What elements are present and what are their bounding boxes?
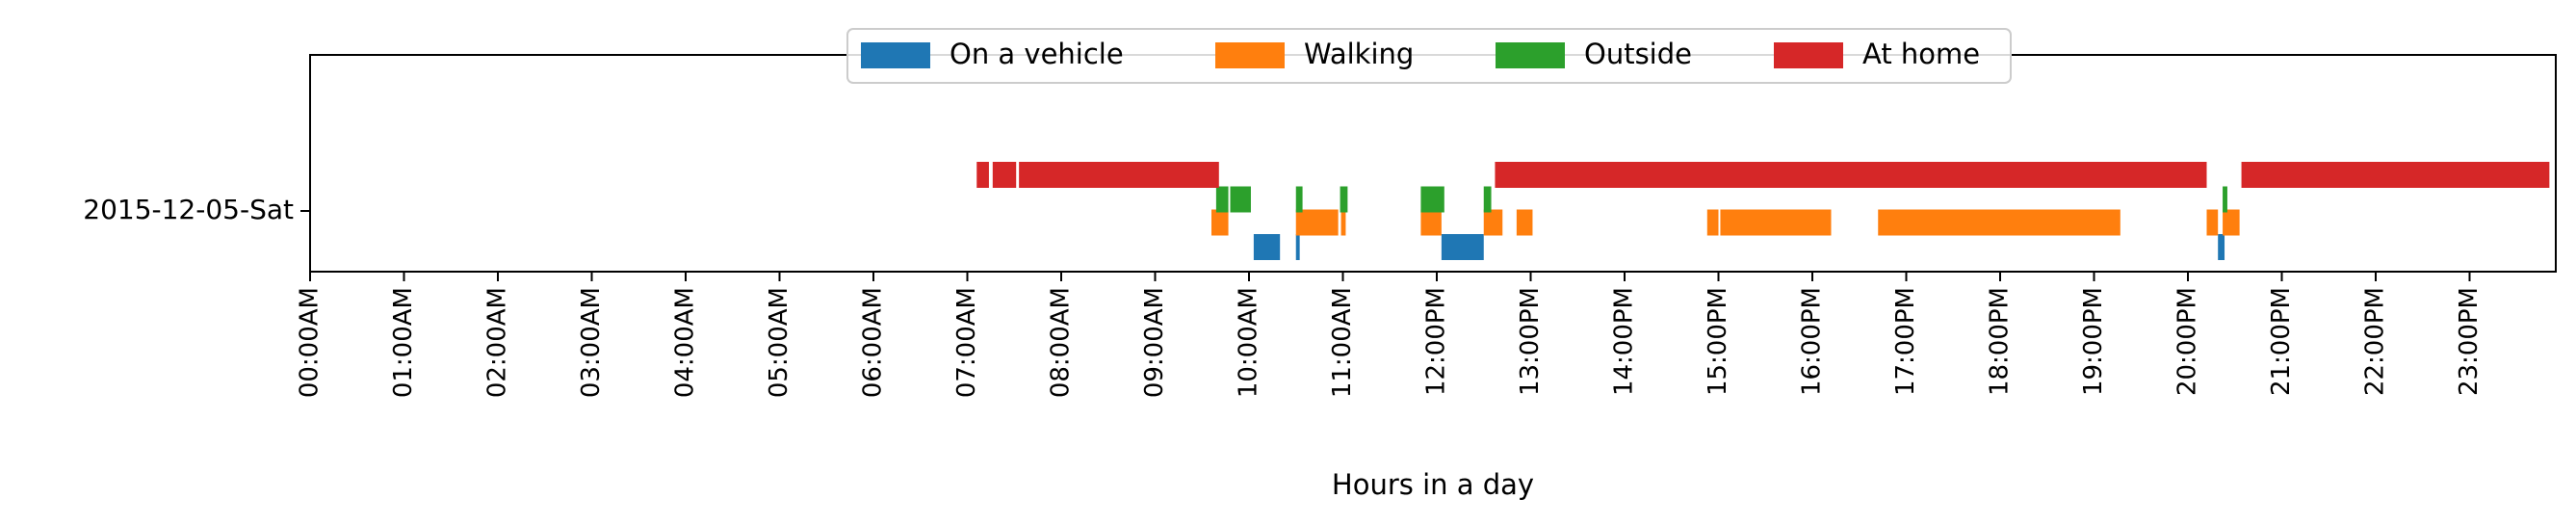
bar-outside — [1230, 186, 1251, 213]
x-tick-label: 21:00PM — [2267, 287, 2296, 396]
legend-label: Walking — [1304, 38, 1414, 70]
bar-walking — [1720, 209, 1832, 236]
x-tick-label: 07:00AM — [952, 287, 981, 398]
legend-label: On a vehicle — [950, 38, 1124, 70]
x-axis: 00:00AM 01:00AM 02:00AM 03:00AM 04:00AM 05:00… — [296, 272, 2484, 398]
x-tick-label: 01:00AM — [389, 287, 418, 398]
bar-walking — [1483, 209, 1503, 236]
legend-swatch-on-a-vehicle — [861, 42, 930, 68]
x-tick-label: 19:00PM — [2079, 287, 2108, 396]
bar-outside — [1340, 186, 1348, 213]
bar-walking — [2206, 209, 2219, 236]
y-tick-label: 2015-12-05-Sat — [83, 194, 294, 225]
x-tick-label: 03:00AM — [577, 287, 606, 398]
bar-at-home — [976, 162, 989, 188]
x-tick-label: 14:00PM — [1610, 287, 1639, 396]
y-axis: 2015-12-05-Sat — [83, 194, 310, 225]
x-tick-label: 18:00PM — [1986, 287, 2015, 396]
bar-walking — [1878, 209, 2121, 236]
legend-label: Outside — [1584, 38, 1692, 70]
bar-at-home — [1019, 162, 1219, 188]
legend-swatch-walking — [1215, 42, 1285, 68]
bar-outside — [1215, 186, 1229, 213]
bars-layer — [976, 162, 2550, 260]
x-tick-label: 16:00PM — [1798, 287, 1827, 396]
bar-at-home — [992, 162, 1017, 188]
bar-on-a-vehicle — [1253, 234, 1281, 260]
bar-walking — [1516, 209, 1533, 236]
bar-outside — [2223, 186, 2227, 213]
x-tick-label: 15:00PM — [1704, 287, 1732, 396]
x-tick-label: 05:00AM — [765, 287, 794, 398]
x-tick-label: 11:00AM — [1328, 287, 1357, 398]
bar-on-a-vehicle — [1295, 234, 1300, 260]
bar-outside — [1420, 186, 1444, 213]
x-tick-label: 06:00AM — [859, 287, 888, 398]
x-tick-label: 12:00PM — [1422, 287, 1451, 396]
bar-at-home — [2241, 162, 2550, 188]
x-tick-label: 04:00AM — [671, 287, 700, 398]
legend-label: At home — [1862, 38, 1980, 70]
x-tick-label: 09:00AM — [1140, 287, 1169, 398]
x-tick-label: 20:00PM — [2173, 287, 2202, 396]
x-tick-label: 17:00PM — [1891, 287, 1920, 396]
x-tick-label: 00:00AM — [296, 287, 325, 398]
bar-on-a-vehicle — [1441, 234, 1484, 260]
x-tick-label: 02:00AM — [483, 287, 512, 398]
bar-on-a-vehicle — [2218, 234, 2225, 260]
x-tick-label: 08:00AM — [1047, 287, 1076, 398]
bar-at-home — [1495, 162, 2207, 188]
bar-walking — [1295, 209, 1339, 236]
legend-swatch-at-home — [1774, 42, 1843, 68]
x-tick-label: 10:00AM — [1235, 287, 1263, 398]
legend: On a vehicle Walking Outside At home — [846, 28, 2012, 84]
x-tick-label: 22:00PM — [2361, 287, 2390, 396]
bar-outside — [1483, 186, 1492, 213]
bar-walking — [1420, 209, 1442, 236]
x-axis-label: Hours in a day — [1332, 468, 1534, 501]
x-tick-label: 13:00PM — [1516, 287, 1545, 396]
x-tick-label: 23:00PM — [2455, 287, 2484, 396]
bar-walking — [2223, 209, 2240, 236]
bar-walking — [1706, 209, 1719, 236]
bar-walking — [1211, 209, 1229, 236]
legend-frame — [846, 28, 2012, 84]
legend-swatch-outside — [1496, 42, 1565, 68]
bar-walking — [1340, 209, 1346, 236]
bar-outside — [1295, 186, 1303, 213]
